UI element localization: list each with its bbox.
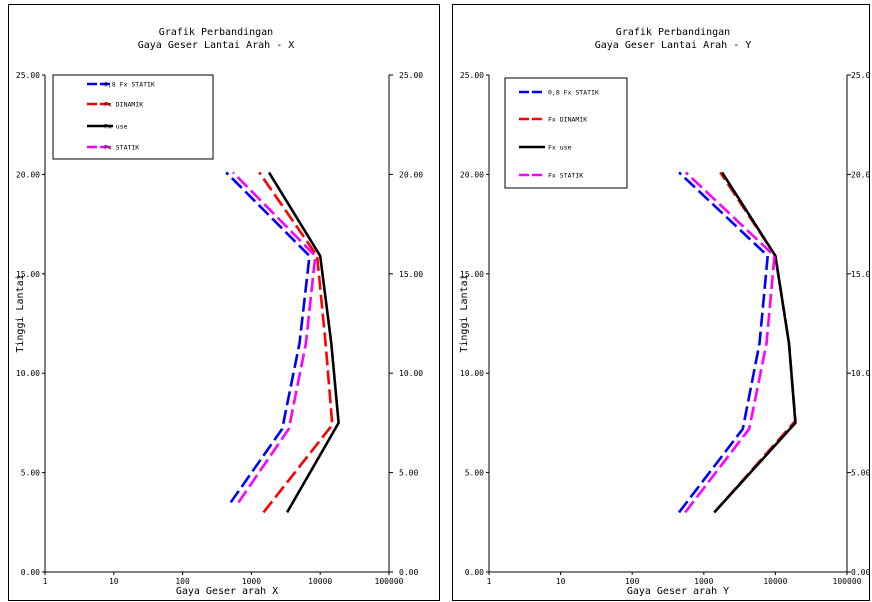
chart-title: Grafik Perbandingan <box>159 27 273 38</box>
y-tick-label-right: 15.00 <box>851 270 869 279</box>
series-line-2 <box>713 171 797 514</box>
y-tick-label-right: 20.00 <box>399 170 423 179</box>
legend-label: Fx STATIK <box>548 172 583 180</box>
y-tick-label-right: 15.00 <box>399 270 423 279</box>
series-line-0 <box>225 171 311 504</box>
y-tick-label: 10.00 <box>16 369 40 378</box>
y-tick-label: 0.00 <box>21 568 40 577</box>
x-tick-label: 1 <box>43 577 48 586</box>
x-tick-label: 100 <box>175 577 190 586</box>
y-tick-label: 10.00 <box>460 369 484 378</box>
legend-label: Fx use <box>548 144 572 152</box>
chart-y: Grafik Perbandingan Gaya Geser Lantai Ara… <box>459 27 869 597</box>
x-tick-label: 1000 <box>694 577 713 586</box>
y-tick-label: 20.00 <box>460 170 484 179</box>
y-tick-label: 5.00 <box>21 469 40 478</box>
series-line-0 <box>677 171 770 514</box>
series-line-3 <box>684 171 776 514</box>
y-tick-label: 15.00 <box>16 270 40 279</box>
y-tick-label: 0.00 <box>465 568 484 577</box>
y-axis-title: Tinggi Lantai <box>459 274 470 352</box>
x-tick-label: 10000 <box>308 577 332 586</box>
legend-label: Fx use <box>104 123 128 131</box>
x-axis-title: Gaya Geser arah X <box>176 586 278 597</box>
y-tick-label-right: 20.00 <box>851 170 869 179</box>
chart-x: Grafik Perbandingan Gaya Geser Lantai Ara… <box>15 27 423 597</box>
legend-label: 0,8 Fx STATIK <box>548 89 599 97</box>
y-tick-label-right: 10.00 <box>851 369 869 378</box>
chart-panel-x: Grafik Perbandingan Gaya Geser Lantai Ara… <box>8 4 440 601</box>
x-tick-label: 10000 <box>763 577 787 586</box>
chart-title: Grafik Perbandingan <box>616 27 730 38</box>
legend-label: 0,8 Fx STATIK <box>104 81 155 89</box>
y-tick-label-right: 10.00 <box>399 369 423 378</box>
series-line-1 <box>258 171 334 514</box>
x-tick-label: 10 <box>109 577 119 586</box>
y-tick-label: 15.00 <box>460 270 484 279</box>
legend-label: Fx STATIK <box>104 144 139 152</box>
y-tick-label: 20.00 <box>16 170 40 179</box>
series-line-3 <box>232 171 317 504</box>
x-tick-label: 1000 <box>242 577 261 586</box>
y-tick-label-right: 25.00 <box>399 71 423 80</box>
x-tick-label: 1 <box>487 577 492 586</box>
legend-label: Fx DINAMIK <box>104 101 143 109</box>
chart-subtitle: Gaya Geser Lantai Arah - X <box>138 40 295 51</box>
y-tick-label: 5.00 <box>465 469 484 478</box>
x-tick-label: 10 <box>556 577 566 586</box>
chart-subtitle: Gaya Geser Lantai Arah - Y <box>595 40 752 51</box>
y-tick-label-right: 5.00 <box>399 469 418 478</box>
y-tick-label-right: 5.00 <box>851 469 869 478</box>
y-tick-label-right: 25.00 <box>851 71 869 80</box>
y-tick-label: 25.00 <box>16 71 40 80</box>
legend-label: Fx DINAMIK <box>548 116 587 124</box>
chart-panel-y: Grafik Perbandingan Gaya Geser Lantai Ara… <box>452 4 870 601</box>
x-tick-label: 100000 <box>833 577 862 586</box>
y-tick-label-right: 0.00 <box>851 568 869 577</box>
series-line-2 <box>267 171 340 514</box>
legend-box <box>504 77 628 189</box>
x-axis-title: Gaya Geser arah Y <box>627 586 729 597</box>
y-tick-label-right: 0.00 <box>399 568 418 577</box>
legend-box <box>52 74 214 160</box>
x-tick-label: 100000 <box>375 577 404 586</box>
y-axis-title: Tinggi Lantai <box>15 274 26 352</box>
y-tick-label: 25.00 <box>460 71 484 80</box>
x-tick-label: 100 <box>625 577 640 586</box>
